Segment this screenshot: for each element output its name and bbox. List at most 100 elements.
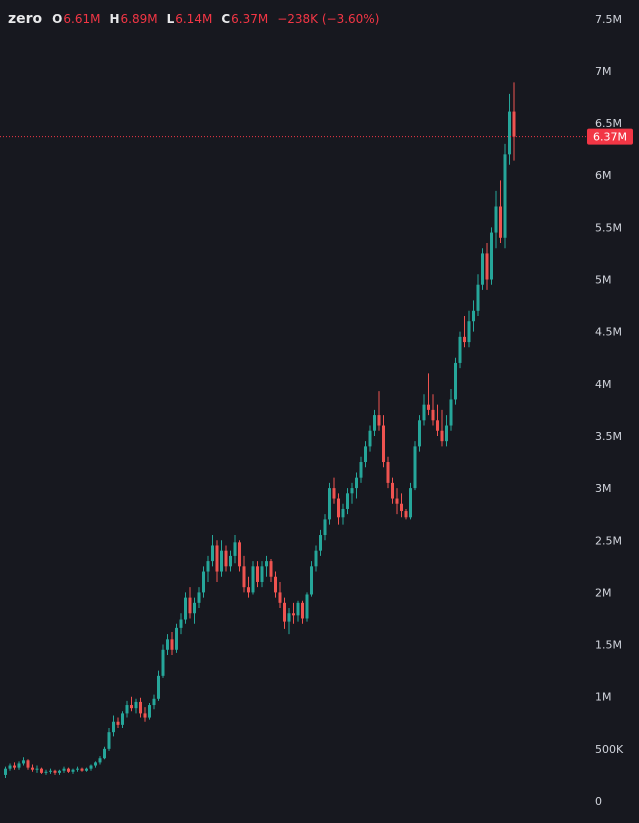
candle-body [179,619,183,628]
candle-body [463,336,466,343]
candle-body [76,768,79,770]
candle-body [197,592,201,603]
candle-body [373,415,376,431]
candle-body [436,420,439,431]
candle-body [494,206,498,233]
candle-body [121,713,124,725]
candle-body [193,602,196,614]
y-tick-label: 4M [595,378,612,391]
candle-body [139,701,142,714]
candle-body [40,768,43,773]
high-value: 6.89M [120,12,158,26]
y-tick-label: 1.5M [595,639,622,652]
candle-body [13,765,16,768]
candle-body [440,430,444,442]
candle-body [26,760,30,768]
y-tick-label: 0 [595,795,602,808]
candle-body [431,409,435,421]
candle-body [355,477,358,489]
candle-body [391,482,394,499]
candle-body [278,592,282,603]
high-key: H [109,12,120,26]
candle-body [413,446,417,489]
candle-body [481,253,484,285]
candle-body [377,415,381,426]
candle-body [449,399,453,426]
candle-body [368,430,372,447]
y-tick-label: 1M [595,691,612,704]
candle-body [265,561,268,567]
candle-body [238,542,241,567]
candle-body [143,713,147,718]
candle-body [94,762,97,766]
candle-body [409,488,412,518]
candle-body [188,597,192,614]
candle-body [341,508,345,518]
candle-body [53,770,57,773]
y-tick-label: 5.5M [595,221,622,234]
candle-body [337,498,340,518]
candle-body [305,594,309,619]
candle-body [8,765,12,769]
candle-body [256,566,259,582]
candle-body [269,561,273,577]
price-axis[interactable]: 0 500K 1M 1.5M 2M 2.5M 3M 3.5M 4M 4.5M 5M 5.5M 6M 6.5… [595,13,624,808]
y-tick-label: 3M [595,482,612,495]
candle-body [490,232,493,280]
candle-body [229,555,232,567]
candle-body [499,206,502,238]
candle-body [103,748,106,759]
candle-body [287,613,291,622]
y-tick-label: 7M [595,65,612,78]
candle-body [364,446,367,463]
candle-body [17,763,21,768]
y-tick-label: 5M [595,274,612,287]
candle-body [400,503,403,512]
open-key: O [52,12,63,26]
candle-body [161,649,165,676]
candle-body [247,587,250,593]
candle-body [251,566,255,593]
candle-body [512,111,516,137]
candle-body [292,613,295,616]
candle-series [4,82,516,779]
candle-body [44,771,48,773]
candle-body [49,770,52,772]
y-tick-label: 3.5M [595,430,622,443]
candle-body [152,698,156,706]
last-price-tag-text: 6.37M [593,131,627,144]
candle-body [476,284,480,311]
candle-body [175,627,178,650]
candle-body [58,770,61,773]
y-tick-label: 500K [595,743,624,756]
candle-body [445,425,448,442]
candle-body [508,111,511,155]
candle-body [62,768,66,771]
candle-body [184,597,187,620]
candle-body [67,768,70,772]
change-value: −238K (−3.60%) [277,12,380,26]
last-price-tag-bg [587,128,633,145]
candle-body [220,550,223,572]
ohlc-legend: zero O 6.61M H 6.89M L 6.14M C 6.37M −23… [8,10,379,28]
candle-body [467,321,471,343]
candle-body [472,310,475,322]
candle-body [170,639,174,650]
y-tick-label: 6.5M [595,117,622,130]
candle-body [157,675,160,699]
candle-body [242,566,246,588]
candle-body [134,701,138,709]
candle-body [206,561,210,572]
candle-body [503,154,507,238]
candle-body [328,488,331,520]
candle-body [332,488,336,499]
candle-body [89,765,93,769]
candle-body [80,768,84,771]
candle-body [202,571,205,593]
candle-body [323,519,327,536]
candle-body [274,576,277,593]
y-tick-label: 7.5M [595,13,622,26]
candle-body [116,721,120,725]
candle-body [350,488,354,494]
